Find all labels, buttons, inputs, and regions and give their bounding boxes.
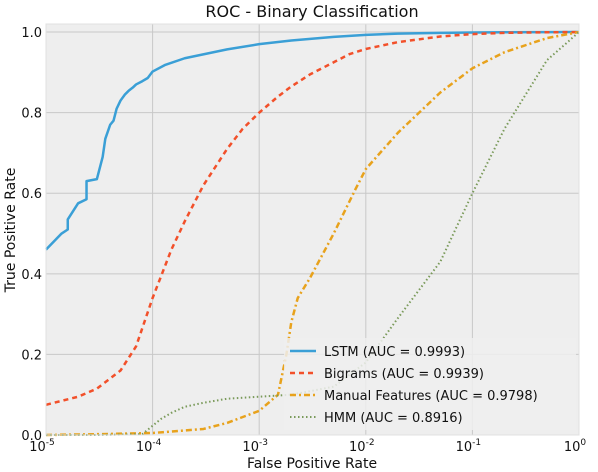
legend-label: HMM (AUC = 0.8916) bbox=[324, 411, 463, 426]
legend-label: Manual Features (AUC = 0.9798) bbox=[324, 389, 538, 404]
chart-title: ROC - Binary Classification bbox=[205, 2, 418, 21]
x-tick-label: 10-2 bbox=[349, 438, 375, 455]
y-tick-label: 0.6 bbox=[21, 187, 42, 202]
x-tick-exponent: -1 bbox=[472, 438, 481, 448]
x-tick-exponent: -4 bbox=[152, 438, 161, 448]
x-tick-base: 10 bbox=[564, 440, 581, 455]
x-tick-exponent: -5 bbox=[46, 438, 55, 448]
x-tick-label: 100 bbox=[564, 438, 587, 455]
grid-lines bbox=[45, 24, 580, 436]
x-tick-exponent: 0 bbox=[580, 438, 586, 448]
series-line-0 bbox=[45, 30, 580, 251]
legend-box bbox=[284, 338, 576, 430]
legend-label: LSTM (AUC = 0.9993) bbox=[324, 345, 465, 360]
legend: LSTM (AUC = 0.9993) Bigrams (AUC = 0.9939… bbox=[284, 338, 576, 430]
plot-frame bbox=[45, 23, 580, 436]
y-axis-title: True Positive Rate bbox=[3, 168, 19, 294]
y-tick-label: 1.0 bbox=[21, 26, 42, 41]
x-tick-label: 10-4 bbox=[136, 438, 162, 455]
x-tick-label: 10-1 bbox=[456, 438, 482, 455]
y-tick-labels: 0.0 0.2 0.4 0.6 0.8 1.0 bbox=[21, 26, 42, 444]
y-tick-label: 0.4 bbox=[21, 268, 42, 283]
series-line-2 bbox=[45, 30, 580, 437]
x-tick-labels: 10-5 10-4 10-3 10-2 10-1 100 bbox=[29, 438, 586, 455]
x-tick-exponent: -3 bbox=[259, 438, 268, 448]
y-tick-label: 0.8 bbox=[21, 107, 42, 122]
x-tick-base: 10 bbox=[29, 440, 46, 455]
x-tick-exponent: -2 bbox=[366, 438, 375, 448]
x-axis-title: False Positive Rate bbox=[247, 456, 377, 472]
x-tick-label: 10-5 bbox=[29, 438, 55, 455]
x-tick-label: 10-3 bbox=[242, 438, 268, 455]
x-tick-base: 10 bbox=[242, 440, 259, 455]
x-tick-base: 10 bbox=[349, 440, 366, 455]
series-line-3 bbox=[46, 31, 580, 436]
y-tick-label: 0.2 bbox=[21, 348, 42, 363]
legend-label: Bigrams (AUC = 0.9939) bbox=[324, 367, 484, 382]
series-layer bbox=[45, 30, 580, 437]
x-tick-base: 10 bbox=[456, 440, 473, 455]
x-tick-base: 10 bbox=[136, 440, 153, 455]
y-tick-label: 0.0 bbox=[21, 429, 42, 444]
series-line-1 bbox=[45, 30, 580, 406]
